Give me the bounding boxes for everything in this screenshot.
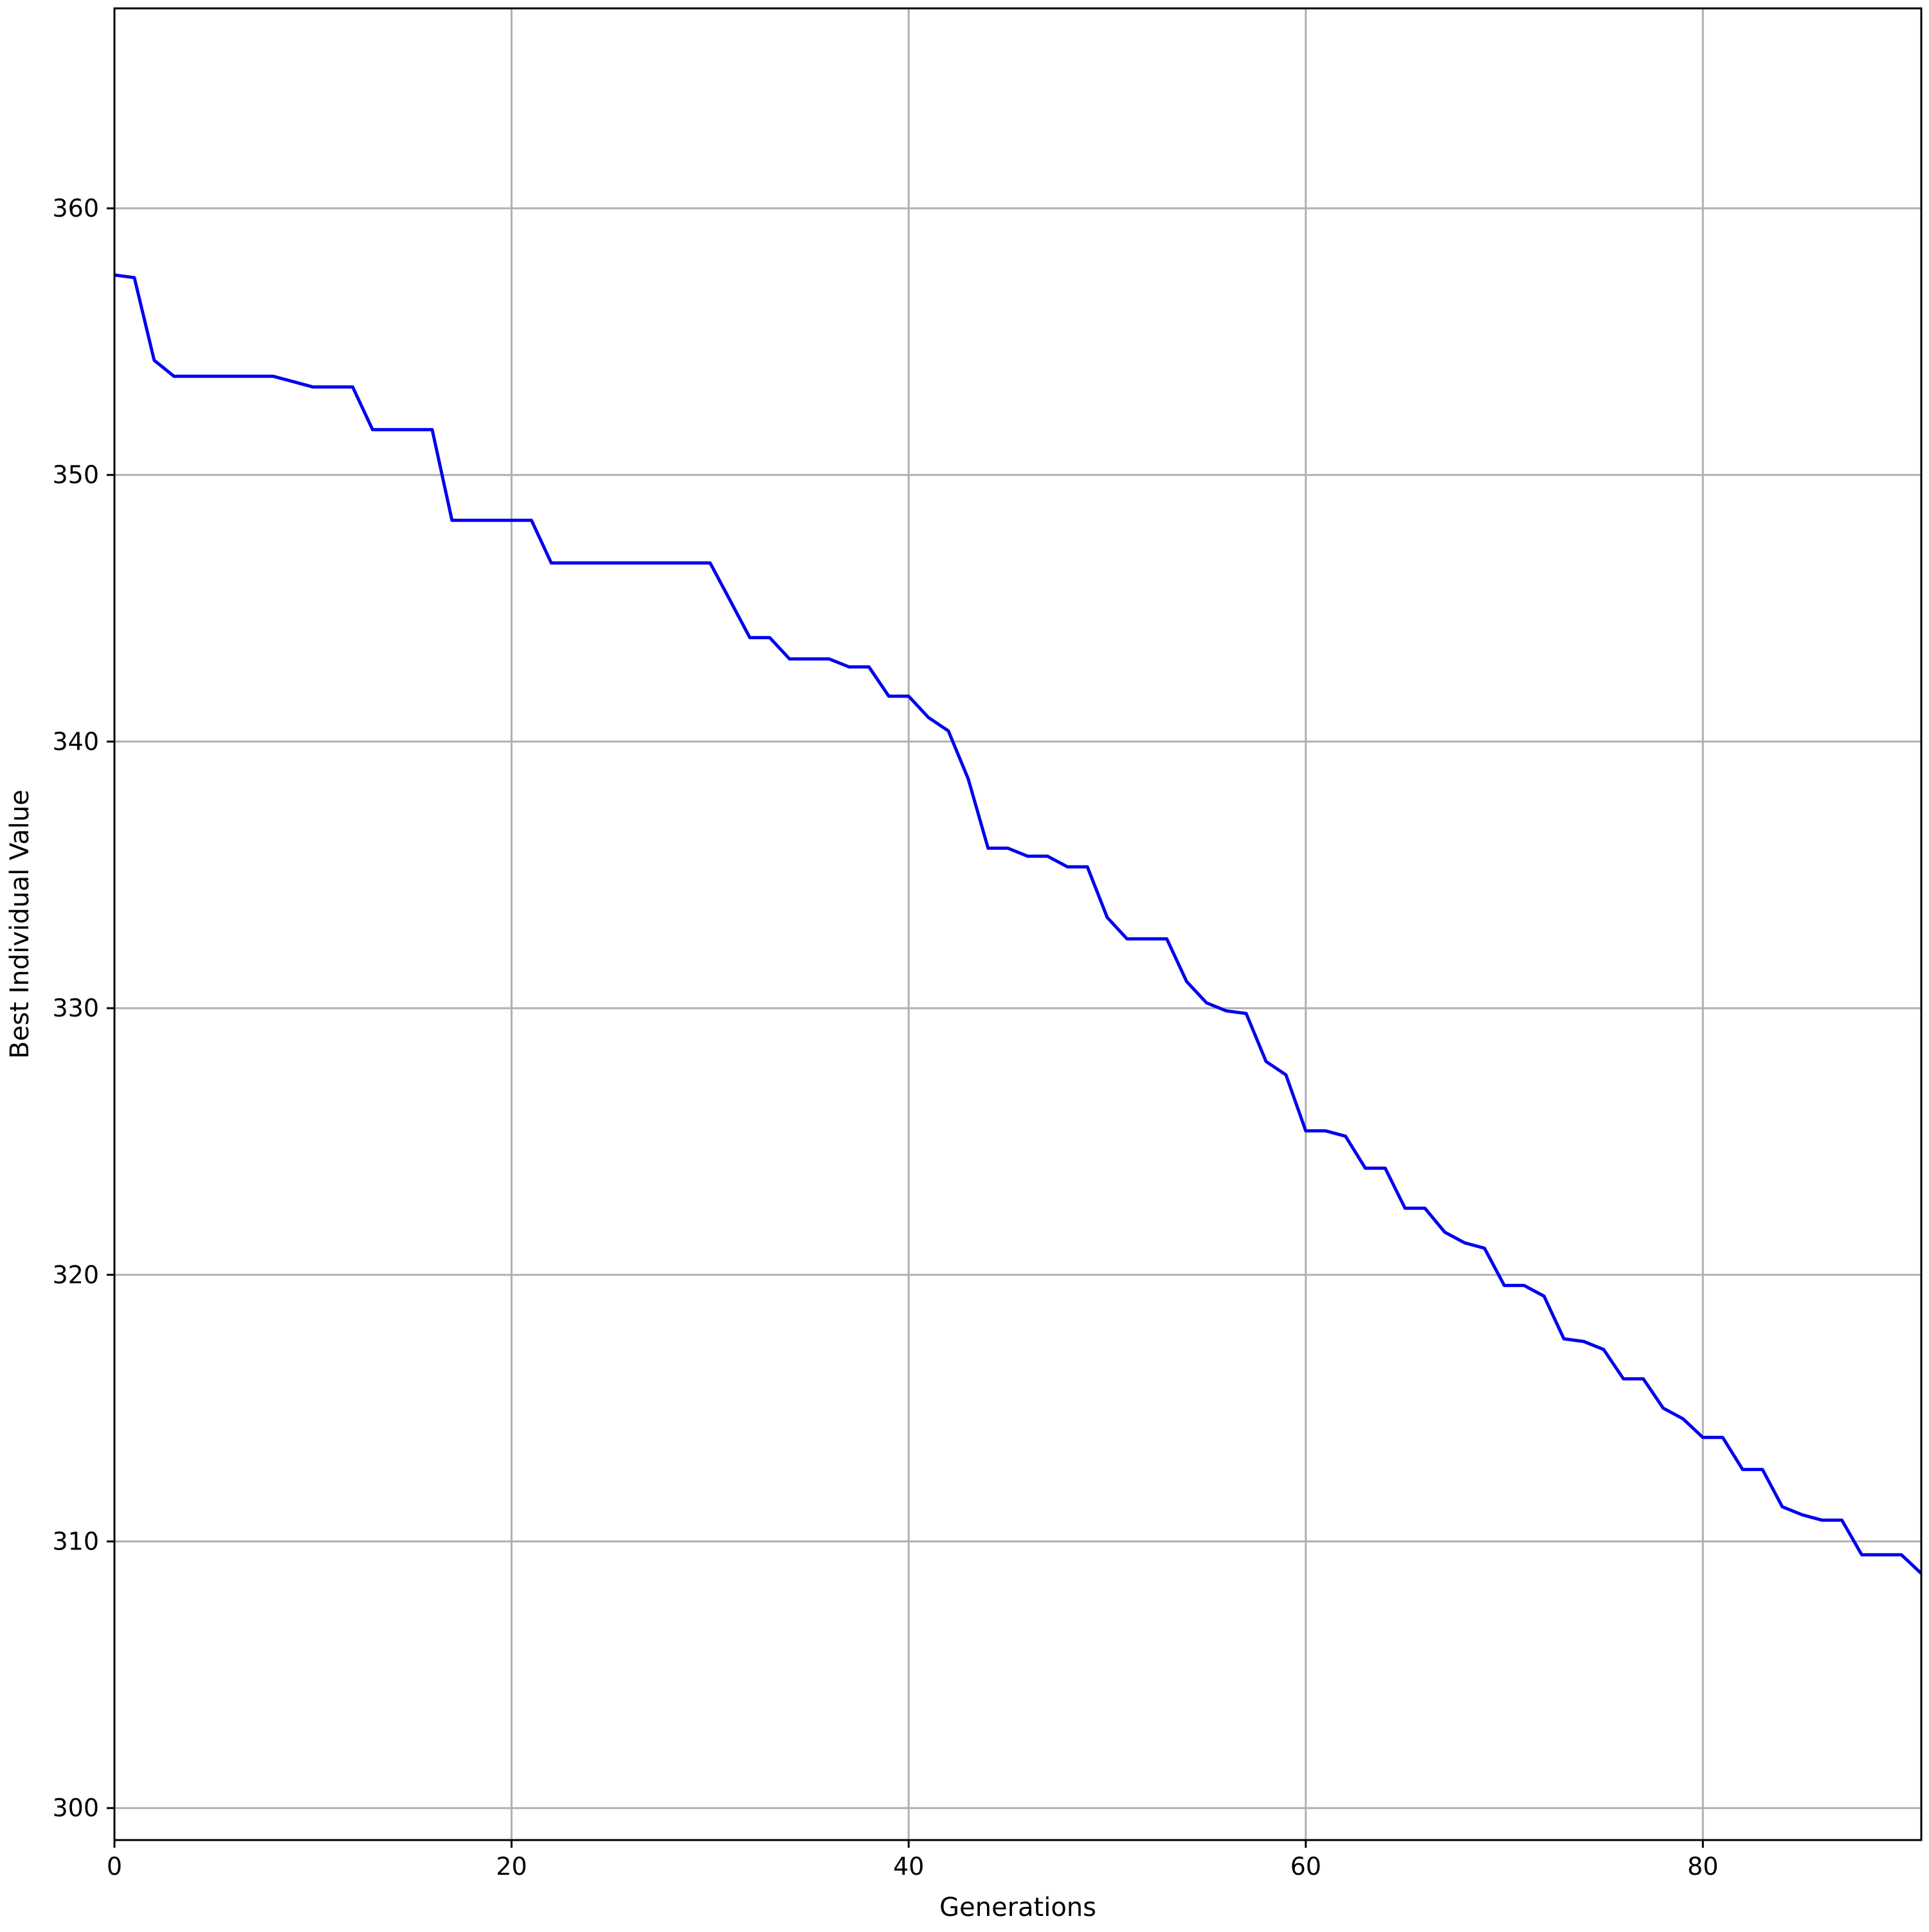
y-tick-label: 300: [52, 1794, 99, 1822]
y-tick-label: 330: [52, 994, 99, 1022]
plot-frame: [113, 7, 1923, 1841]
x-tick-label: 40: [893, 1852, 924, 1881]
ticks: 0 20 40 60 80 300 310 320 330 340 350 360: [52, 194, 1718, 1881]
y-tick-label: 340: [52, 727, 99, 755]
y-tick-label: 350: [52, 461, 99, 489]
x-tick-label: 0: [107, 1852, 122, 1881]
grid: [113, 8, 1921, 1840]
x-axis-label: Generations: [939, 1893, 1096, 1922]
x-tick-label: 60: [1291, 1852, 1321, 1881]
x-tick-label: 80: [1687, 1852, 1718, 1881]
y-tick-label: 360: [52, 194, 99, 222]
series-layer: [114, 273, 1921, 1575]
x-tick-label: 20: [496, 1852, 527, 1881]
series-line: [114, 273, 1921, 1575]
y-tick-label: 310: [52, 1528, 99, 1556]
y-axis-label: Best Individual Value: [5, 790, 35, 1059]
y-tick-label: 320: [52, 1261, 99, 1289]
